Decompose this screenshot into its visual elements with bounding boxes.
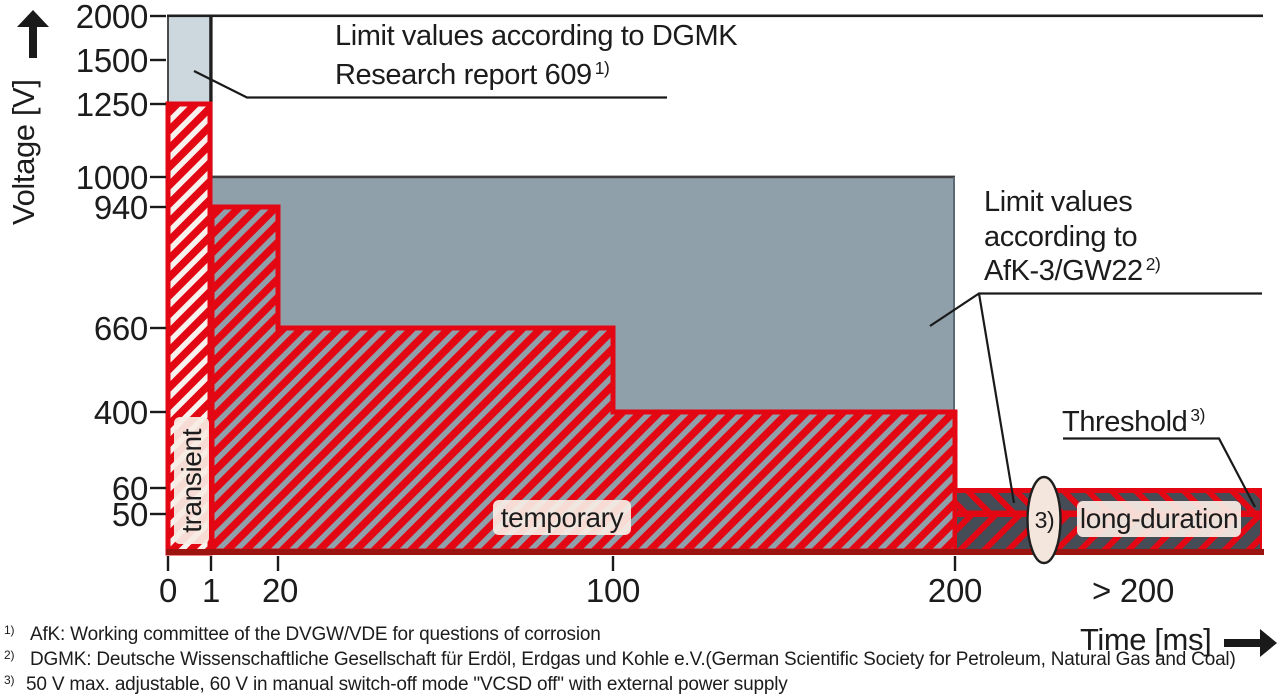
time-axis-baseline xyxy=(166,549,1264,555)
y-tick-2000: 2000 xyxy=(75,0,149,35)
y-tick-60: 60 xyxy=(111,470,148,507)
dgmk-footnote-ref: 1) xyxy=(594,58,610,79)
afk-leader-line-2 xyxy=(977,293,1016,504)
y-tick-50: 50 xyxy=(111,496,148,533)
footnote-2: 2) DGMK: Deutsche Wissenschaftliche Gesel… xyxy=(4,648,1236,670)
threshold-footnote-ref: 3) xyxy=(1190,405,1206,426)
up-arrow-icon xyxy=(17,10,49,58)
top-boundary-line xyxy=(167,14,1263,18)
afk-label-line3: AfK-3/GW22 2) xyxy=(984,254,1161,287)
y-tick-1000: 1000 xyxy=(75,159,149,196)
dgmk-label-line1: Limit values according to DGMK xyxy=(335,20,738,52)
y-tick-660: 660 xyxy=(93,310,148,347)
footnote-1: 1) AfK: Working committee of the DVGW/VDE… xyxy=(4,623,601,645)
x-tick-0: 0 xyxy=(158,572,178,609)
y-axis-label: Voltage [V] xyxy=(6,79,41,225)
y-tick-1500: 1500 xyxy=(75,42,149,79)
long-duration-region-label-box: long-duration xyxy=(1077,501,1241,537)
dgmk-leader-line xyxy=(193,70,667,99)
footnote-3-ellipse-text: 3) xyxy=(1034,507,1055,533)
footnote-3-ellipse-marker xyxy=(1026,475,1062,565)
afk-label-line2: according to xyxy=(984,220,1138,253)
threshold-label: Threshold 3) xyxy=(1062,405,1206,438)
leader-lines xyxy=(193,70,1262,508)
afk-label: Limit values according to AfK-3/GW22 2) xyxy=(984,185,1161,292)
one-ms-boundary-line xyxy=(210,15,213,178)
right-arrow-icon xyxy=(1224,629,1277,657)
y-tick-400: 400 xyxy=(93,394,148,431)
transient-region-label: transient xyxy=(175,428,207,533)
dgmk-transient-cap-region xyxy=(167,15,211,105)
transient-region-label-box: transient xyxy=(174,417,209,544)
dgmk-label: Limit values according to DGMK Research … xyxy=(335,17,738,98)
afk-right-edge-line xyxy=(953,177,955,413)
x-tick-1: 1 xyxy=(201,572,221,609)
x-tick-20: 20 xyxy=(261,572,299,609)
dgmk-label-line2: Research report 609 1) xyxy=(335,58,610,91)
afk-footnote-ref: 2) xyxy=(1145,254,1161,275)
long-duration-region-label: long-duration xyxy=(1079,503,1239,534)
afk-1000v-top-line xyxy=(210,175,955,179)
footnote-3: 3) 50 V max. adjustable, 60 V in manual s… xyxy=(4,673,788,695)
x-tick-gt200: > 200 xyxy=(1092,572,1174,609)
x-tick-100: 100 xyxy=(585,572,641,609)
temporary-region-label: temporary xyxy=(500,501,624,533)
x-tick-200: 200 xyxy=(927,572,983,609)
y-tick-1250: 1250 xyxy=(75,86,149,123)
afk-label-line1: Limit values xyxy=(984,186,1133,218)
x-axis-label: Time [ms] xyxy=(1080,622,1212,657)
threshold-leader-line xyxy=(1063,437,1256,508)
axis-ticks xyxy=(150,14,957,571)
y-tick-940: 940 xyxy=(93,189,148,226)
temporary-region-label-box: temporary xyxy=(493,500,631,535)
